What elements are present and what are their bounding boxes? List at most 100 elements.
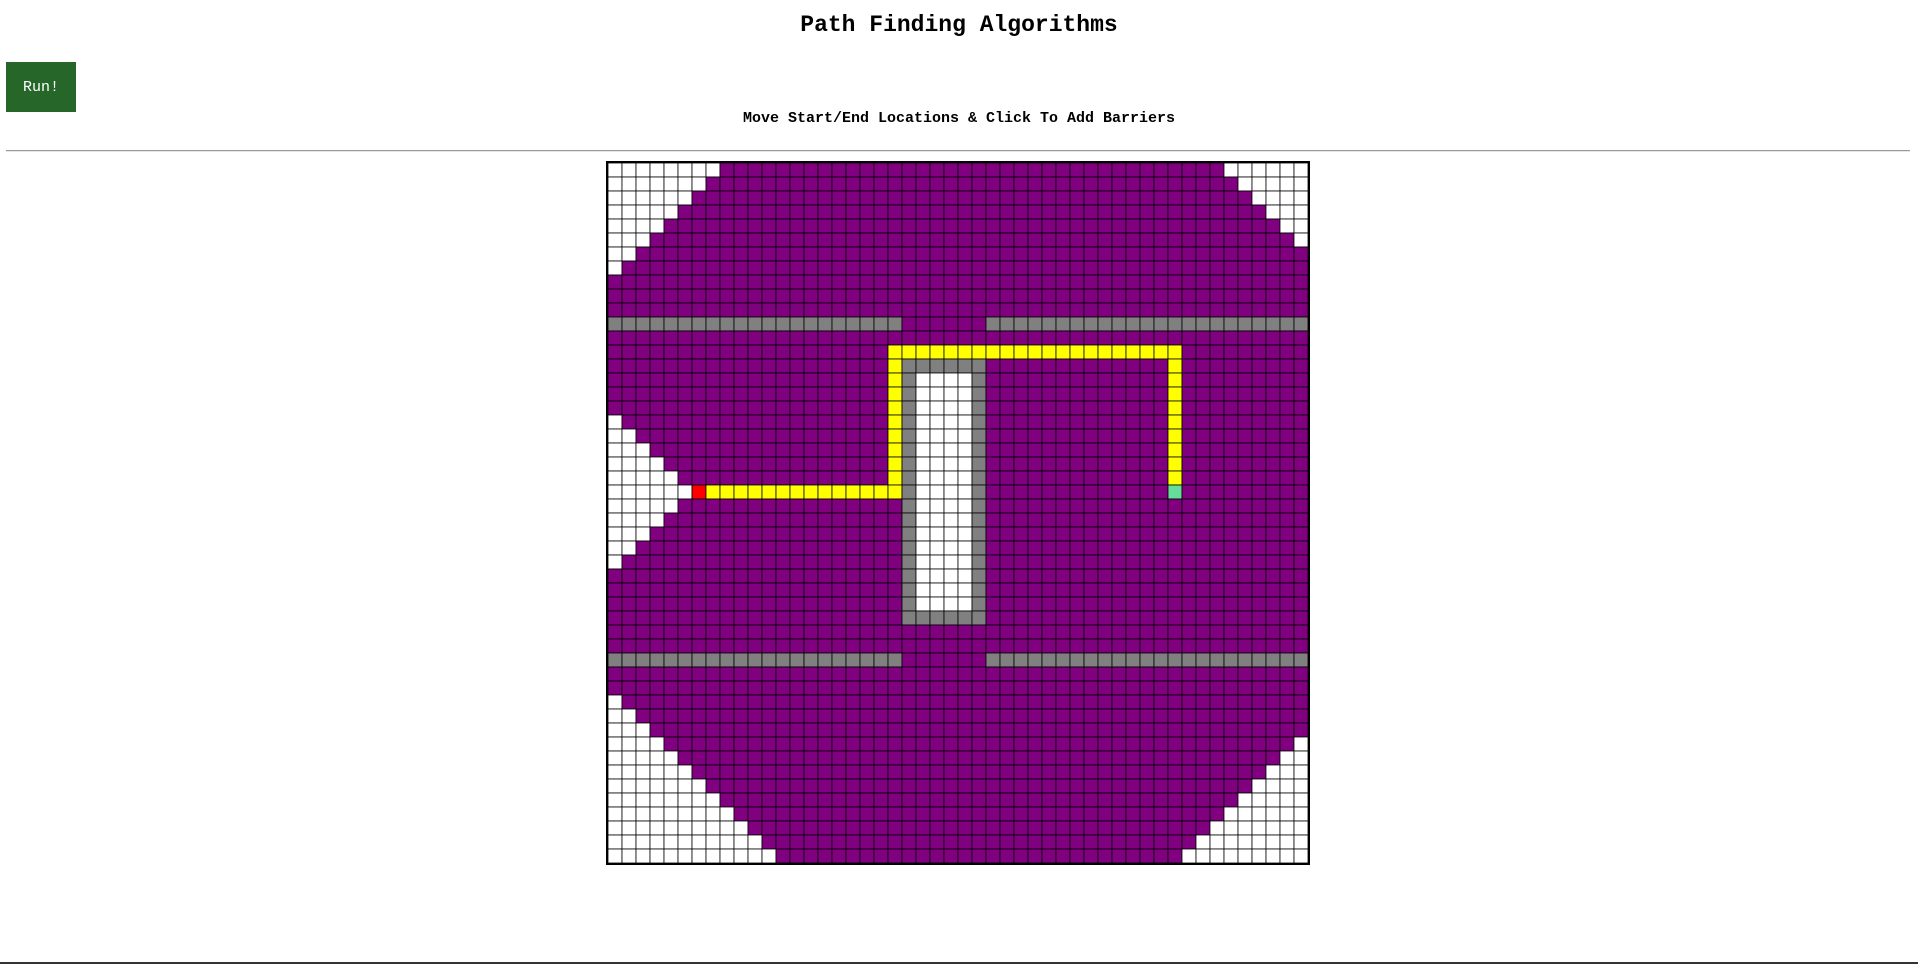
grid-cell[interactable] xyxy=(915,764,931,780)
grid-cell[interactable] xyxy=(943,806,959,822)
grid-cell[interactable] xyxy=(873,176,889,192)
grid-cell[interactable] xyxy=(1153,330,1169,346)
grid-cell[interactable] xyxy=(845,246,861,262)
grid-cell[interactable] xyxy=(1013,372,1029,388)
grid-cell[interactable] xyxy=(999,372,1015,388)
grid-cell[interactable] xyxy=(1125,610,1141,626)
grid-cell[interactable] xyxy=(1069,386,1085,402)
grid-cell[interactable] xyxy=(1055,456,1071,472)
grid-cell[interactable] xyxy=(971,680,987,696)
grid-cell[interactable] xyxy=(943,666,959,682)
grid-cell[interactable] xyxy=(1167,568,1183,584)
grid-cell[interactable] xyxy=(873,470,889,486)
grid-cell[interactable] xyxy=(915,694,931,710)
grid-cell[interactable] xyxy=(1251,694,1267,710)
grid-cell[interactable] xyxy=(1139,582,1155,598)
grid-cell[interactable] xyxy=(831,358,847,374)
grid-cell[interactable] xyxy=(1097,666,1113,682)
grid-cell[interactable] xyxy=(1195,386,1211,402)
grid-cell[interactable] xyxy=(1265,330,1281,346)
grid-cell[interactable] xyxy=(1125,246,1141,262)
grid-cell[interactable] xyxy=(761,554,777,570)
grid-cell[interactable] xyxy=(733,246,749,262)
grid-cell[interactable] xyxy=(1055,764,1071,780)
grid-cell[interactable] xyxy=(1111,652,1127,668)
grid-cell[interactable] xyxy=(845,190,861,206)
grid-cell[interactable] xyxy=(803,708,819,724)
grid-cell[interactable] xyxy=(803,358,819,374)
grid-cell[interactable] xyxy=(887,764,903,780)
grid-cell[interactable] xyxy=(1083,470,1099,486)
grid-cell[interactable] xyxy=(1209,288,1225,304)
grid-cell[interactable] xyxy=(705,442,721,458)
grid-cell[interactable] xyxy=(775,722,791,738)
grid-cell[interactable] xyxy=(1041,554,1057,570)
grid-cell[interactable] xyxy=(957,708,973,724)
grid-cell[interactable] xyxy=(873,610,889,626)
grid-cell[interactable] xyxy=(1181,708,1197,724)
grid-cell[interactable] xyxy=(985,540,1001,556)
grid-cell[interactable] xyxy=(887,638,903,654)
grid-cell[interactable] xyxy=(1167,372,1183,388)
grid-cell[interactable] xyxy=(1153,163,1169,178)
grid-cell[interactable] xyxy=(1209,260,1225,276)
grid-cell[interactable] xyxy=(1097,750,1113,766)
grid-cell[interactable] xyxy=(1293,568,1308,584)
grid-cell[interactable] xyxy=(957,792,973,808)
grid-cell[interactable] xyxy=(957,176,973,192)
grid-cell[interactable] xyxy=(1041,372,1057,388)
grid-cell[interactable] xyxy=(873,680,889,696)
grid-cell[interactable] xyxy=(1083,596,1099,612)
grid-cell[interactable] xyxy=(1097,582,1113,598)
grid-cell[interactable] xyxy=(845,638,861,654)
grid-cell[interactable] xyxy=(1055,204,1071,220)
grid-cell[interactable] xyxy=(1293,288,1308,304)
grid-cell[interactable] xyxy=(1139,176,1155,192)
grid-cell[interactable] xyxy=(1083,582,1099,598)
grid-cell[interactable] xyxy=(677,624,693,640)
grid-cell[interactable] xyxy=(1153,260,1169,276)
grid-cell[interactable] xyxy=(1153,176,1169,192)
grid-cell[interactable] xyxy=(677,526,693,542)
grid-cell[interactable] xyxy=(1209,358,1225,374)
grid-cell[interactable] xyxy=(1293,470,1308,486)
grid-cell[interactable] xyxy=(1293,512,1308,528)
grid-cell[interactable] xyxy=(1237,330,1253,346)
grid-cell[interactable] xyxy=(719,316,735,332)
grid-cell[interactable] xyxy=(1237,638,1253,654)
grid-cell[interactable] xyxy=(1167,610,1183,626)
grid-cell[interactable] xyxy=(1153,442,1169,458)
grid-cell[interactable] xyxy=(1265,414,1281,430)
grid-cell[interactable] xyxy=(957,540,973,556)
grid-cell[interactable] xyxy=(1237,820,1253,836)
grid-cell[interactable] xyxy=(943,624,959,640)
grid-cell[interactable] xyxy=(943,848,959,863)
grid-cell[interactable] xyxy=(608,806,623,822)
grid-cell[interactable] xyxy=(901,456,917,472)
grid-cell[interactable] xyxy=(1251,442,1267,458)
grid-cell[interactable] xyxy=(761,652,777,668)
grid-cell[interactable] xyxy=(775,498,791,514)
grid-cell[interactable] xyxy=(1265,484,1281,500)
grid-cell[interactable] xyxy=(957,820,973,836)
grid-cell[interactable] xyxy=(761,246,777,262)
grid-cell[interactable] xyxy=(929,750,945,766)
grid-cell[interactable] xyxy=(1027,274,1043,290)
grid-cell[interactable] xyxy=(915,302,931,318)
grid-cell[interactable] xyxy=(608,666,623,682)
grid-cell[interactable] xyxy=(733,316,749,332)
grid-cell[interactable] xyxy=(747,204,763,220)
grid-cell[interactable] xyxy=(1083,274,1099,290)
grid-cell[interactable] xyxy=(929,820,945,836)
grid-cell[interactable] xyxy=(943,204,959,220)
grid-cell[interactable] xyxy=(1251,330,1267,346)
grid-cell[interactable] xyxy=(789,176,805,192)
grid-cell[interactable] xyxy=(859,624,875,640)
grid-cell[interactable] xyxy=(1083,680,1099,696)
grid-cell[interactable] xyxy=(635,386,651,402)
grid-cell[interactable] xyxy=(608,750,623,766)
grid-cell[interactable] xyxy=(1083,750,1099,766)
grid-cell[interactable] xyxy=(999,652,1015,668)
grid-cell[interactable] xyxy=(1041,624,1057,640)
grid-cell[interactable] xyxy=(859,694,875,710)
